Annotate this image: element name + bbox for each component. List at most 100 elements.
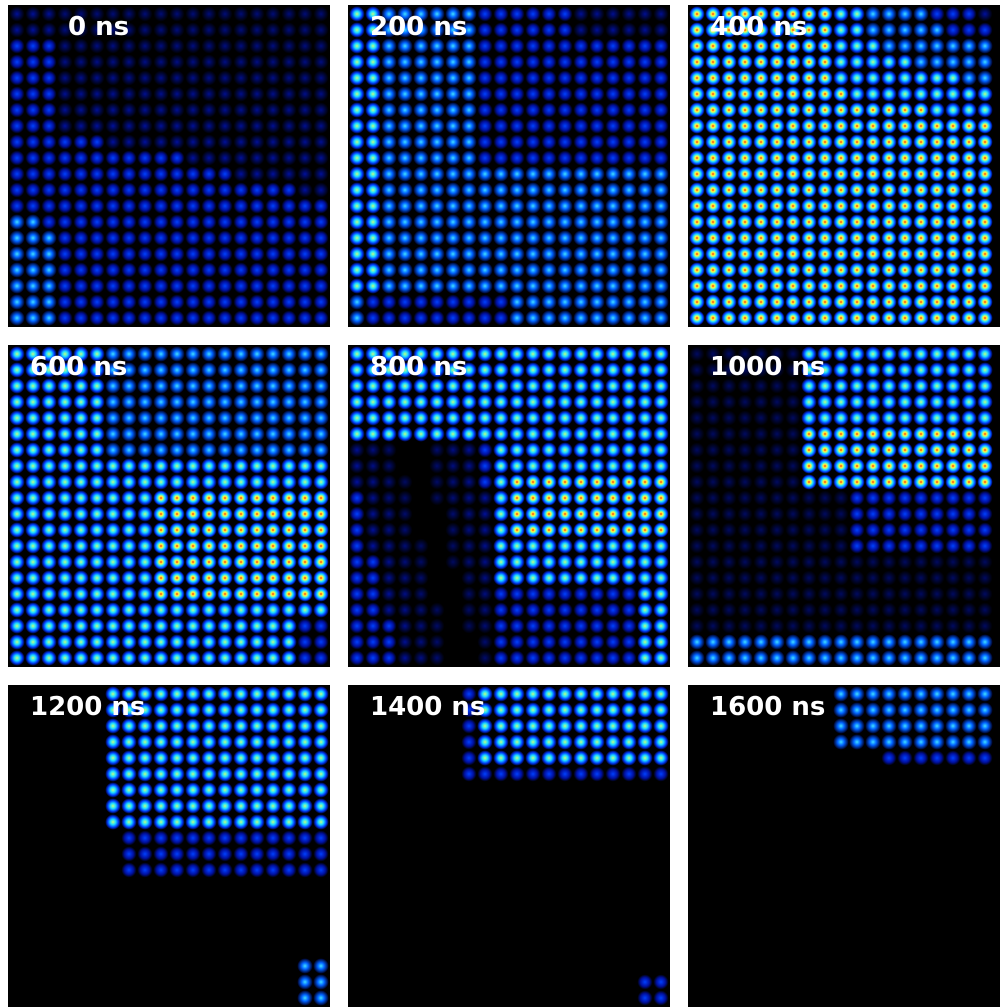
dot [737,294,753,310]
dot [41,586,57,602]
dot [169,246,185,262]
dot [769,346,785,362]
dot [541,54,557,70]
dot [477,310,493,326]
dot [881,686,897,702]
dot [217,686,233,702]
dot [637,278,653,294]
dot [573,182,589,198]
dot [429,230,445,246]
dot [25,474,41,490]
dot [349,294,365,310]
dot [753,102,769,118]
dot [897,22,913,38]
dot [313,86,329,102]
dot [849,230,865,246]
dot [509,22,525,38]
dot [557,134,573,150]
dot [9,134,25,150]
dot [833,22,849,38]
dot [945,442,961,458]
dot [541,198,557,214]
dot [233,378,249,394]
dot [365,182,381,198]
dot [201,262,217,278]
dot [785,426,801,442]
dot [137,102,153,118]
dot [169,570,185,586]
dot [849,702,865,718]
dot [249,294,265,310]
dot [653,70,669,86]
dot [25,538,41,554]
dot [573,702,589,718]
dot [737,554,753,570]
dot [961,458,977,474]
dot [105,378,121,394]
dot [785,394,801,410]
dot [573,70,589,86]
dot [349,214,365,230]
dot [169,490,185,506]
dot [833,198,849,214]
dot [153,830,169,846]
dot [381,538,397,554]
dot [573,458,589,474]
dot [573,22,589,38]
dot [557,522,573,538]
dot [605,458,621,474]
dot [605,118,621,134]
dot [153,554,169,570]
dot [461,278,477,294]
dot [737,618,753,634]
dot [397,394,413,410]
panel-label: 1600 ns [710,692,825,722]
dot [185,166,201,182]
dot [201,310,217,326]
dot [461,346,477,362]
dot [365,410,381,426]
dot [705,214,721,230]
dot [9,262,25,278]
dot [573,294,589,310]
dot [961,634,977,650]
dot [105,766,121,782]
dot [265,262,281,278]
dot [217,618,233,634]
dot [929,6,945,22]
dot [137,182,153,198]
dot [721,490,737,506]
dot [509,346,525,362]
dot [557,426,573,442]
dot [929,750,945,766]
dot [217,602,233,618]
dot [313,862,329,878]
dot [849,278,865,294]
dot [541,378,557,394]
dot [185,70,201,86]
dot [73,586,89,602]
dot [653,230,669,246]
dot [573,506,589,522]
dot [637,6,653,22]
dot [265,522,281,538]
dot [281,846,297,862]
dot [753,198,769,214]
dot [201,830,217,846]
dot [249,214,265,230]
dot [801,166,817,182]
dot [833,182,849,198]
dot [833,362,849,378]
dot [945,310,961,326]
dot [737,86,753,102]
dot [297,974,313,990]
dot [73,182,89,198]
dot [753,214,769,230]
dot [169,554,185,570]
dot [913,650,929,666]
dot [185,814,201,830]
dot [297,814,313,830]
dot [653,766,669,782]
dot [605,310,621,326]
dot [413,262,429,278]
